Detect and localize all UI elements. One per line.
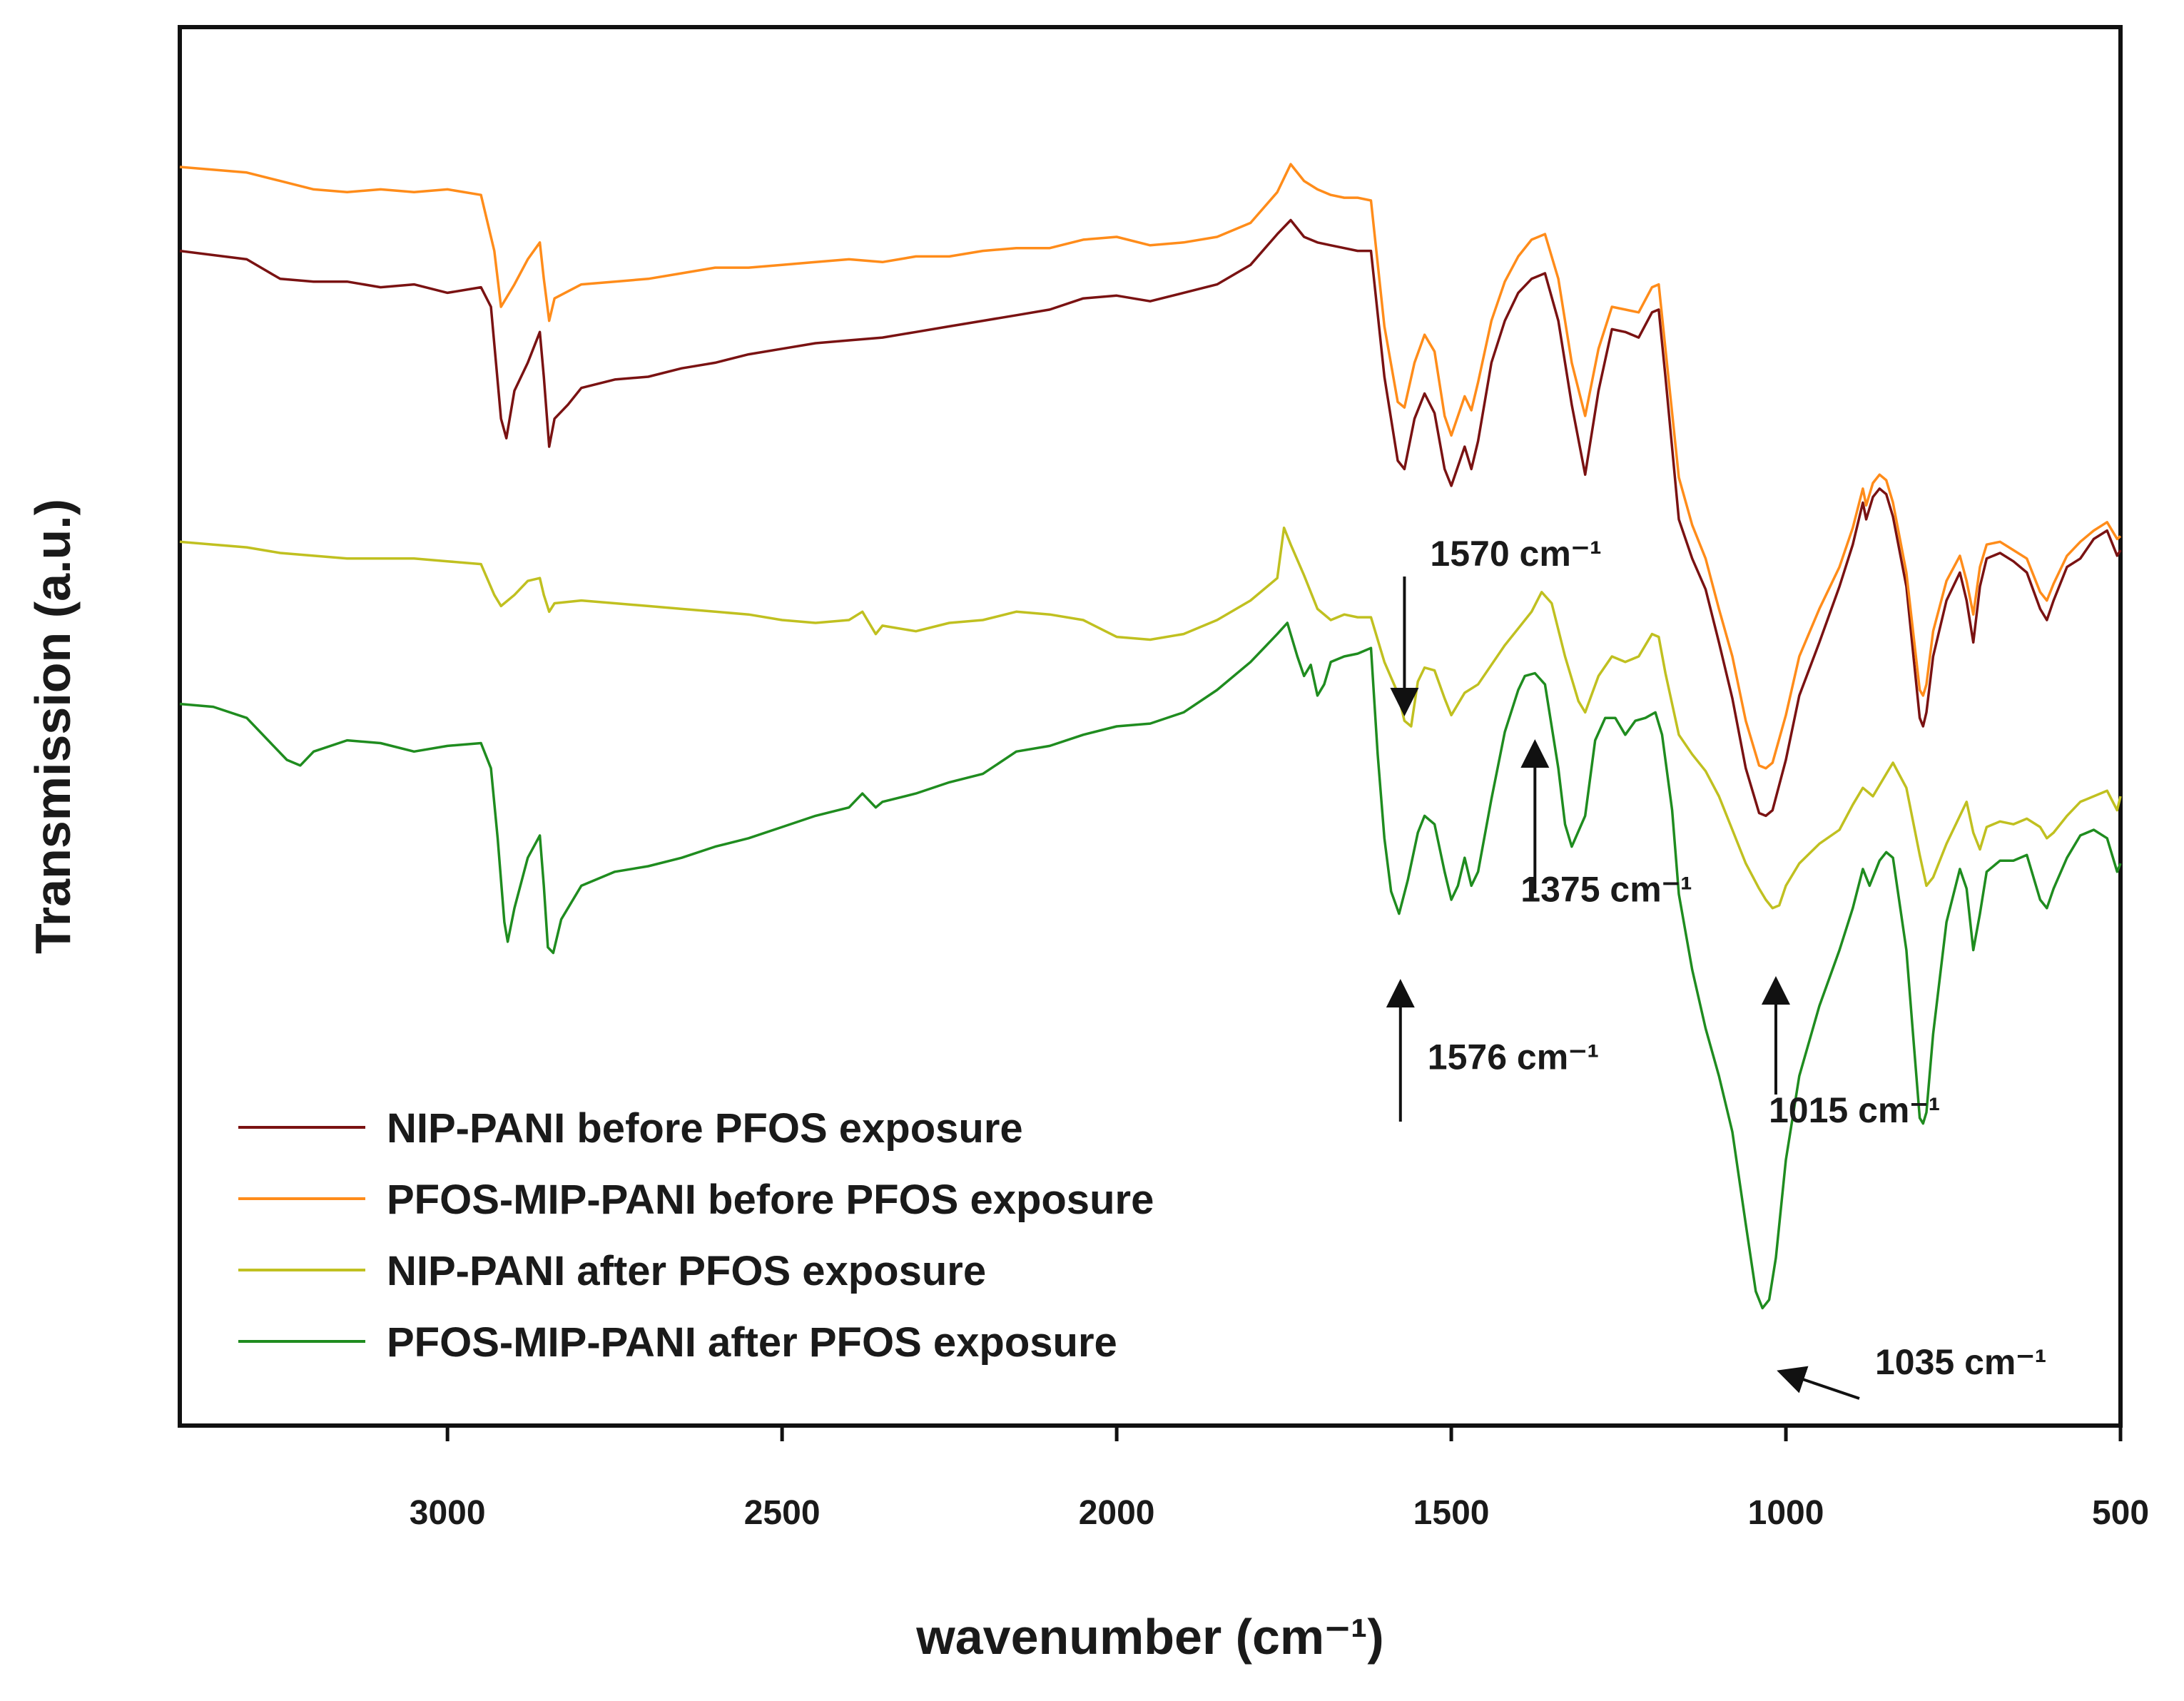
legend-label-nip-pani-before: NIP-PANI before PFOS exposure [387, 1105, 1023, 1152]
annotation-label-1375: 1375 cm⁻¹ [1520, 869, 1692, 909]
annotation-label-1035: 1035 cm⁻¹ [1875, 1342, 2046, 1382]
legend-label-nip-pani-after: NIP-PANI after PFOS exposure [387, 1248, 986, 1294]
x-tick-label-1000: 1000 [1748, 1494, 1824, 1532]
x-tick-label-1500: 1500 [1413, 1494, 1490, 1532]
x-tick-label-3000: 3000 [410, 1494, 486, 1532]
series-line-pfos-mip-pani-after [179, 621, 2122, 1310]
series-line-nip-pani-before [179, 218, 2122, 818]
x-tick-label-500: 500 [2092, 1494, 2149, 1532]
annotation-arrow-1035 [1777, 1366, 1860, 1400]
annotation-label-1576: 1576 cm⁻¹ [1428, 1037, 1599, 1077]
plot-frame [178, 25, 2123, 1428]
x-tick-label-2000: 2000 [1079, 1494, 1155, 1532]
annotation-label-1570: 1570 cm⁻¹ [1430, 534, 1601, 574]
peak-annotations: 1570 cm⁻¹ 1375 cm⁻¹ 1576 cm⁻¹ 1015 cm⁻¹ … [1386, 534, 2046, 1400]
x-axis: 3000 2500 2000 1500 1000 500 [410, 1426, 2149, 1532]
series-line-pfos-mip-pani-before [179, 163, 2122, 770]
legend-label-pfos-mip-pani-after: PFOS-MIP-PANI after PFOS exposure [387, 1319, 1117, 1366]
legend: NIP-PANI before PFOS exposure PFOS-MIP-P… [238, 1105, 1154, 1366]
annotation-label-1015: 1015 cm⁻¹ [1769, 1090, 1940, 1130]
x-axis-title: wavenumber (cm⁻¹) [915, 1609, 1383, 1665]
x-tick-label-2500: 2500 [744, 1494, 821, 1532]
series-line-nip-pani-after [179, 526, 2122, 910]
legend-label-pfos-mip-pani-before: PFOS-MIP-PANI before PFOS exposure [387, 1177, 1154, 1223]
series-lines [179, 163, 2122, 1310]
y-axis-title: Transmission (a.u.) [25, 499, 81, 954]
